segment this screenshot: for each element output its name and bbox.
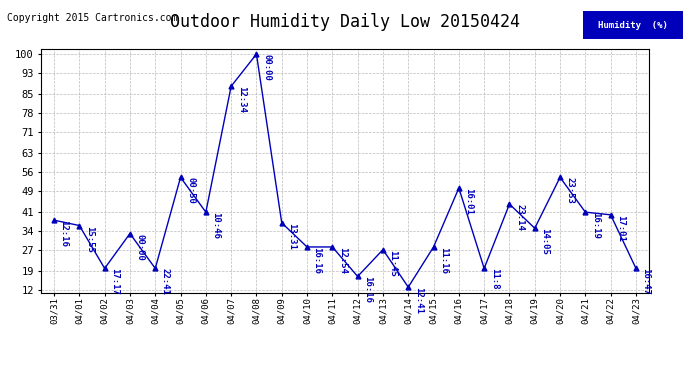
Text: 16:01: 16:01 xyxy=(464,188,473,215)
Text: 22:41: 22:41 xyxy=(161,268,170,295)
Text: 23:14: 23:14 xyxy=(515,204,524,231)
Text: 12:41: 12:41 xyxy=(414,287,423,314)
Text: 16:16: 16:16 xyxy=(363,276,372,303)
Text: 00:50: 00:50 xyxy=(186,177,195,204)
Text: 16:16: 16:16 xyxy=(313,247,322,274)
Text: 11:8: 11:8 xyxy=(490,268,499,290)
Text: 00:00: 00:00 xyxy=(262,54,271,81)
Text: Humidity  (%): Humidity (%) xyxy=(598,21,668,30)
Text: 13:31: 13:31 xyxy=(287,223,296,250)
Text: 12:16: 12:16 xyxy=(59,220,68,247)
Text: 11:45: 11:45 xyxy=(388,250,397,276)
Text: 16:47: 16:47 xyxy=(642,268,651,295)
Text: 12:34: 12:34 xyxy=(237,86,246,113)
Text: 16:19: 16:19 xyxy=(591,212,600,239)
Text: 15:55: 15:55 xyxy=(85,225,94,252)
Text: 10:46: 10:46 xyxy=(211,212,220,239)
Text: Outdoor Humidity Daily Low 20150424: Outdoor Humidity Daily Low 20150424 xyxy=(170,13,520,31)
Text: 00:00: 00:00 xyxy=(135,234,144,261)
Text: 17:17: 17:17 xyxy=(110,268,119,295)
Text: 17:01: 17:01 xyxy=(616,215,625,242)
Text: 12:54: 12:54 xyxy=(338,247,347,274)
Text: 23:53: 23:53 xyxy=(566,177,575,204)
Text: Copyright 2015 Cartronics.com: Copyright 2015 Cartronics.com xyxy=(7,13,177,23)
Text: 14:05: 14:05 xyxy=(540,228,549,255)
Text: 11:16: 11:16 xyxy=(439,247,448,274)
